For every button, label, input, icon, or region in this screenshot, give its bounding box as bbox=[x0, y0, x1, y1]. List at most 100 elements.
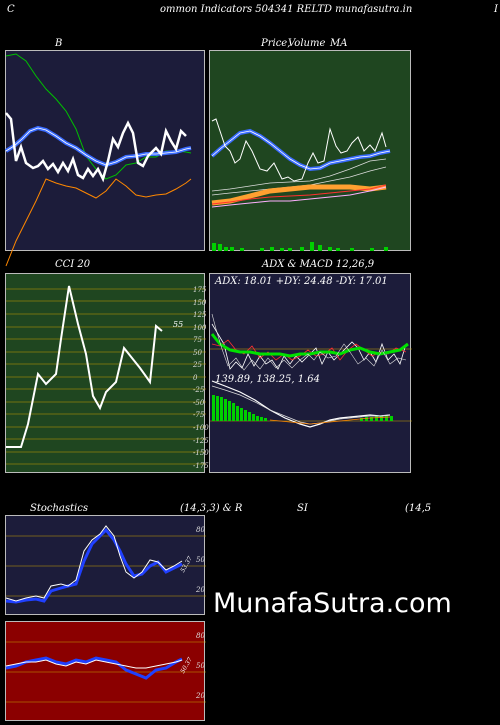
macd-bar bbox=[228, 401, 231, 421]
cci-value-label: 55 bbox=[173, 320, 184, 329]
stochastic-tick-80: 80 bbox=[196, 526, 205, 534]
cci-tick: -125 bbox=[193, 436, 209, 445]
adx-macd-panel: ADX: 18.01 +DY: 24.48 -DY: 17.01 139.89,… bbox=[209, 273, 412, 473]
cci-panel bbox=[5, 273, 206, 473]
cci-tick: 125 bbox=[193, 311, 207, 320]
macd-bar bbox=[220, 397, 223, 421]
cci-tick: 75 bbox=[193, 336, 202, 345]
volume-bar bbox=[230, 247, 234, 251]
volume-bar bbox=[240, 248, 244, 251]
rsi-white-line bbox=[5, 659, 183, 669]
bb-middle-band-inner bbox=[5, 127, 192, 166]
price-ma-white-2 bbox=[211, 166, 387, 196]
cci-panel-title: CCI 20 bbox=[55, 259, 91, 270]
volume-bar bbox=[350, 248, 354, 251]
macd-bar bbox=[380, 416, 383, 421]
price-ma-white bbox=[211, 158, 387, 192]
price-panel-title: Price, bbox=[261, 38, 291, 49]
adx-panel-title: ADX & MACD 12,26,9 bbox=[262, 259, 375, 270]
bb-lower-band bbox=[5, 178, 192, 267]
price-panel-title-volume: Volume bbox=[288, 38, 326, 49]
macd-bar bbox=[248, 412, 251, 421]
volume-bar bbox=[288, 248, 292, 251]
adx-values: ADX: 18.01 +DY: 24.48 -DY: 17.01 bbox=[215, 276, 388, 287]
cci-tick: 150 bbox=[193, 298, 207, 307]
stochastics-panel: 53.37 80 50 20 bbox=[5, 515, 206, 615]
macd-bar bbox=[365, 417, 368, 421]
price-line bbox=[211, 118, 387, 182]
volume-bar bbox=[310, 242, 314, 251]
volume-bar bbox=[224, 247, 228, 251]
header-left-letter: C bbox=[7, 4, 15, 15]
volume-bar bbox=[370, 248, 374, 251]
macd-bar bbox=[390, 416, 393, 421]
macd-bar bbox=[244, 410, 247, 421]
rsi-tick-20: 20 bbox=[196, 692, 205, 700]
macd-bar bbox=[252, 414, 255, 421]
cci-tick: -100 bbox=[193, 424, 209, 433]
bb-panel-title: B bbox=[55, 38, 63, 49]
cci-tick: 100 bbox=[193, 323, 207, 332]
rsi-panel: 50.37 80 50 20 bbox=[5, 621, 206, 721]
bollinger-chart bbox=[4, 53, 192, 267]
cci-tick: 175 bbox=[193, 286, 207, 294]
price-ma-red bbox=[211, 184, 387, 205]
cci-line bbox=[6, 285, 163, 448]
macd-bar bbox=[256, 416, 259, 421]
price-chart bbox=[210, 118, 391, 251]
cci-tick: -75 bbox=[193, 411, 205, 420]
macd-bar bbox=[260, 417, 263, 421]
stochastic-d-line bbox=[5, 527, 183, 604]
volume-bar bbox=[212, 243, 216, 251]
cci-tick: 25 bbox=[193, 361, 202, 370]
cci-tick: -25 bbox=[193, 386, 205, 395]
cci-tick: -150 bbox=[193, 449, 209, 458]
macd-orange bbox=[269, 416, 391, 425]
header-right-letter: I bbox=[494, 4, 498, 15]
macd-line bbox=[211, 380, 391, 428]
stochastics-title: Stochastics bbox=[30, 503, 88, 514]
adx-minus-di bbox=[211, 339, 407, 361]
rsi-title: SI bbox=[297, 503, 308, 514]
volume-bar bbox=[328, 247, 332, 251]
price-ma-blue-inner bbox=[211, 130, 391, 170]
price-ma-pink bbox=[211, 186, 387, 208]
adx-plus-di bbox=[211, 323, 407, 370]
macd-bar bbox=[216, 396, 219, 421]
macd-bar bbox=[240, 408, 243, 421]
rsi-blue-line bbox=[5, 656, 183, 680]
watermark-logo-text: MunafaSutra.com bbox=[213, 588, 452, 619]
volume-bar bbox=[336, 248, 340, 251]
bb-price-line bbox=[5, 112, 187, 183]
rsi-tick-50: 50 bbox=[196, 662, 205, 670]
macd-bar bbox=[224, 399, 227, 421]
bollinger-bands-panel bbox=[4, 50, 205, 267]
macd-bar bbox=[232, 403, 235, 421]
volume-bars bbox=[212, 242, 388, 251]
price-ma-orange bbox=[211, 184, 387, 206]
volume-bar bbox=[384, 247, 388, 251]
volume-bar bbox=[280, 248, 284, 251]
cci-tick: -175 bbox=[193, 461, 209, 470]
rsi-tick-80: 80 bbox=[196, 632, 205, 640]
macd-histogram bbox=[212, 395, 393, 421]
stochastics-params: (14,3,3) & R bbox=[180, 503, 243, 514]
macd-bar bbox=[370, 417, 373, 421]
macd-bar bbox=[385, 416, 388, 421]
page-title: ommon Indicators 504341 RELTD munafasutr… bbox=[160, 4, 413, 15]
volume-bar bbox=[270, 247, 274, 251]
macd-bar bbox=[236, 406, 239, 421]
stochastic-k-line bbox=[5, 525, 183, 602]
cci-tick: 50 bbox=[193, 348, 202, 357]
stochastics-chart bbox=[5, 525, 206, 604]
price-panel-title-ma: MA bbox=[330, 38, 348, 49]
volume-bar bbox=[218, 244, 222, 251]
adx-di-white-2 bbox=[211, 313, 407, 371]
volume-bar bbox=[260, 248, 264, 251]
cci-tick: 0 bbox=[193, 373, 198, 382]
volume-bar bbox=[318, 245, 322, 251]
adx-line bbox=[210, 333, 409, 358]
stochastic-tick-20: 20 bbox=[196, 586, 205, 594]
macd-bar bbox=[212, 395, 215, 421]
macd-bar bbox=[264, 418, 267, 421]
